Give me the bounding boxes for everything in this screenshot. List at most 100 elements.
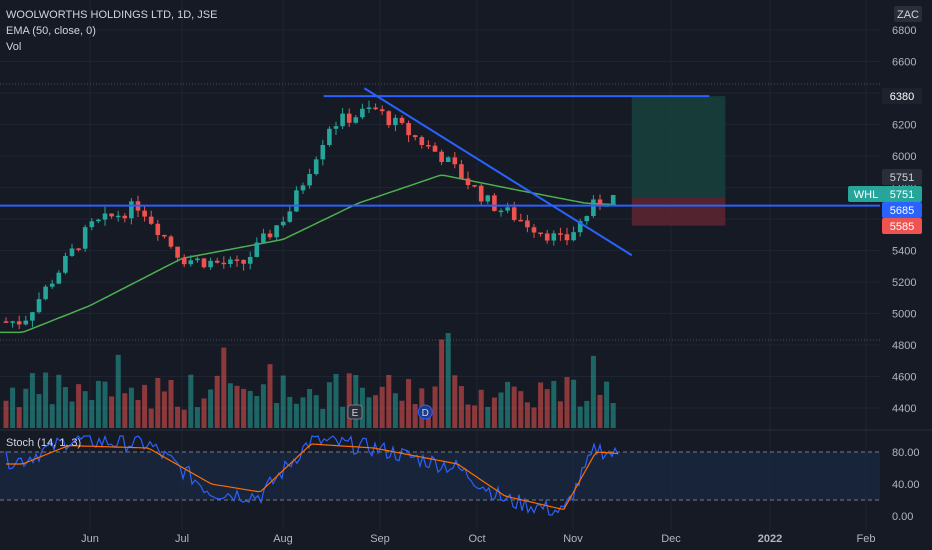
time-tick-label: Aug bbox=[273, 533, 293, 545]
candle-body bbox=[571, 232, 576, 241]
volume-bar bbox=[399, 400, 405, 428]
candle-body bbox=[459, 164, 464, 179]
currency-box bbox=[894, 6, 922, 22]
candle-body bbox=[591, 199, 596, 217]
volume-bar bbox=[465, 404, 471, 428]
volume-bar bbox=[16, 407, 22, 428]
ema-line bbox=[0, 174, 617, 334]
volume-bar bbox=[128, 387, 134, 428]
price-tick-label: 5000 bbox=[892, 309, 916, 321]
candle-body bbox=[379, 109, 385, 112]
candle-body bbox=[69, 248, 75, 256]
volume-bar bbox=[287, 396, 293, 428]
volume-bar bbox=[564, 377, 570, 428]
candle-body bbox=[531, 227, 537, 233]
volume-bar bbox=[155, 377, 161, 428]
candle-body bbox=[597, 199, 603, 206]
volume-bar bbox=[109, 396, 115, 428]
candle-body bbox=[122, 215, 128, 219]
candle-body bbox=[109, 213, 114, 217]
candle-body bbox=[254, 242, 260, 257]
price-tick-label: 4600 bbox=[892, 372, 916, 384]
volume-bar bbox=[571, 379, 577, 428]
volume-bar bbox=[135, 399, 141, 428]
candle-body bbox=[129, 201, 134, 219]
volume-bar bbox=[557, 401, 563, 428]
volume-bar bbox=[43, 372, 49, 428]
volume-bar bbox=[445, 333, 451, 428]
candle-body bbox=[195, 258, 200, 261]
volume-bar bbox=[95, 380, 101, 428]
volume-bar bbox=[300, 397, 306, 428]
candle-body bbox=[511, 207, 517, 220]
candle-body bbox=[426, 145, 431, 147]
candle-body bbox=[82, 227, 88, 249]
candle-body bbox=[538, 232, 543, 235]
candle-body bbox=[393, 117, 398, 126]
symbol-label-box bbox=[848, 186, 884, 202]
candle-body bbox=[439, 151, 444, 163]
dividend-marker bbox=[417, 404, 433, 420]
volume-bar bbox=[452, 375, 458, 428]
volume-bars bbox=[3, 333, 616, 428]
volume-bar bbox=[340, 406, 346, 428]
volume-bar bbox=[551, 380, 557, 428]
candle-body bbox=[412, 135, 418, 138]
candle-body bbox=[505, 207, 510, 211]
candle-body bbox=[247, 256, 253, 264]
volume-bar bbox=[373, 395, 379, 428]
candle-body bbox=[168, 236, 174, 247]
symbol-price-tag-text: 5751 bbox=[890, 189, 914, 201]
volume-bar bbox=[412, 404, 418, 428]
volume-bar bbox=[353, 375, 359, 428]
entry-price-tag-box bbox=[882, 202, 922, 218]
volume-bar bbox=[274, 403, 280, 428]
candle-body bbox=[214, 260, 220, 263]
candle-body bbox=[558, 233, 563, 235]
price-tick-label: 6800 bbox=[892, 25, 916, 37]
candle-body bbox=[49, 283, 55, 287]
volume-bar bbox=[208, 389, 214, 428]
candle-body bbox=[327, 128, 332, 145]
volume-bar bbox=[544, 389, 550, 428]
volume-bar bbox=[260, 384, 266, 428]
volume-bar bbox=[485, 406, 491, 428]
volume-bar bbox=[293, 403, 299, 428]
volume-bar bbox=[148, 408, 154, 428]
currency-label: ZAC bbox=[897, 9, 919, 21]
candle-body bbox=[201, 258, 207, 268]
candle-body bbox=[175, 246, 180, 258]
candle-body bbox=[577, 221, 583, 233]
volume-bar bbox=[366, 397, 372, 428]
volume-bar bbox=[241, 388, 247, 428]
volume-bar bbox=[280, 375, 286, 428]
candle-body bbox=[300, 185, 306, 191]
candle-body bbox=[102, 213, 108, 220]
candle-body bbox=[472, 185, 477, 187]
candle-body bbox=[234, 259, 240, 261]
volume-bar bbox=[188, 374, 194, 428]
volume-bar bbox=[472, 405, 478, 428]
volume-bar bbox=[577, 406, 583, 428]
time-tick-label: Dec bbox=[661, 533, 681, 545]
stop-price-tag-text: 5585 bbox=[890, 221, 914, 233]
stoch-tick-label: 0.00 bbox=[892, 511, 913, 523]
event-marker-label: D bbox=[422, 408, 429, 419]
ema-path bbox=[0, 174, 617, 334]
grid bbox=[0, 0, 932, 530]
stoch-tick-label: 80.00 bbox=[892, 447, 920, 459]
candle-body bbox=[63, 255, 68, 273]
candle-body bbox=[36, 299, 42, 313]
volume-bar bbox=[267, 364, 273, 428]
candle-body bbox=[96, 219, 101, 222]
candle-body bbox=[148, 216, 154, 224]
volume-bar bbox=[320, 408, 326, 428]
volume-bar bbox=[478, 389, 484, 428]
volume-bar bbox=[432, 386, 438, 428]
candle-body bbox=[221, 262, 227, 265]
stoch-d-line bbox=[6, 443, 619, 510]
candle-body bbox=[274, 225, 279, 238]
loss-zone bbox=[631, 197, 726, 226]
